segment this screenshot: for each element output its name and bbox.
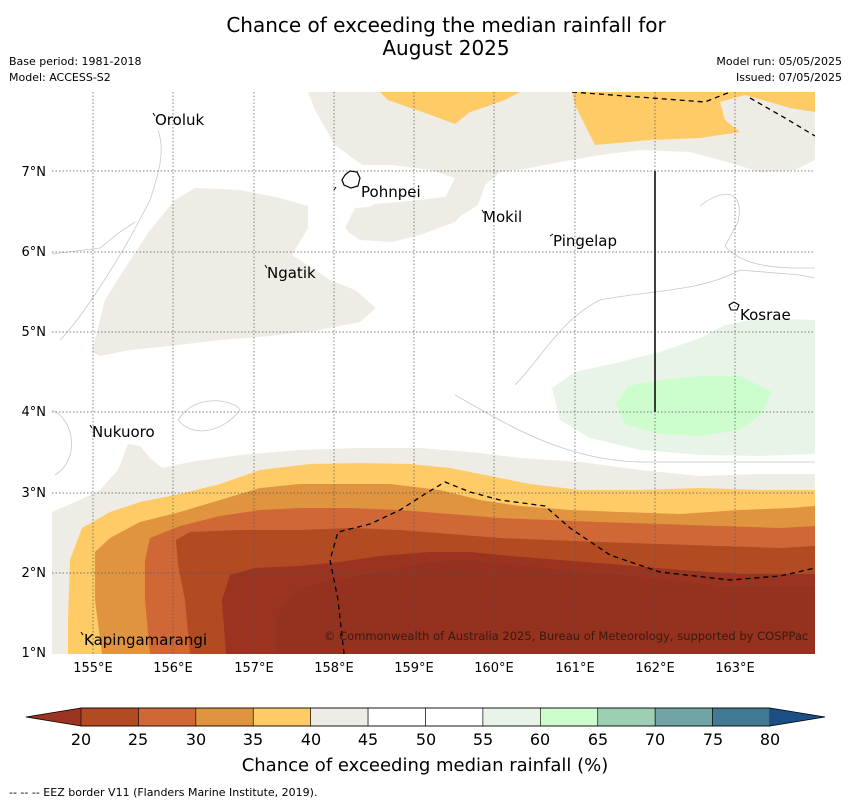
place-label-mokil: Mokil xyxy=(483,208,523,226)
pohnpei-islet-icon xyxy=(333,186,337,191)
colorbar-cell-55 xyxy=(482,707,541,727)
copyright-text: © Commonwealth of Australia 2025, Bureau… xyxy=(324,629,809,643)
y-tick-5n: 5°N xyxy=(21,325,47,340)
colorbar-tick-70: 70 xyxy=(644,730,666,749)
contour-35-40-north xyxy=(380,92,520,124)
y-tick-7n: 7°N xyxy=(21,165,47,180)
x-tick-157e: 157°E xyxy=(234,661,274,676)
x-tick-163e: 163°E xyxy=(715,661,755,676)
colorbar-cell-60 xyxy=(540,707,599,727)
issued-text: Issued: 07/05/2025 xyxy=(735,71,842,84)
place-label-pingelap: Pingelap xyxy=(553,232,618,250)
eez-border xyxy=(329,92,815,654)
y-tick-1n: 1°N xyxy=(21,646,47,661)
graticule xyxy=(52,92,815,654)
colorbar-cell-75 xyxy=(712,707,771,727)
thin-contours xyxy=(52,129,815,476)
y-tick-2n: 2°N xyxy=(21,566,47,581)
colorbar-tick-80: 80 xyxy=(759,730,781,749)
kosrae-island-icon xyxy=(728,301,740,311)
colorbar-cell-50 xyxy=(425,707,484,727)
colorbar-tick-45: 45 xyxy=(357,730,379,749)
place-label-kosrae: Kosrae xyxy=(740,306,791,324)
place-label-nukuoro: Nukuoro xyxy=(92,423,155,441)
colorbar-tick-50: 50 xyxy=(415,730,437,749)
colorbar-cell-65 xyxy=(597,707,656,727)
place-label-kapingamarangi: Kapingamarangi xyxy=(84,631,208,649)
x-tick-160e: 160°E xyxy=(474,661,514,676)
y-tick-4n: 4°N xyxy=(21,405,47,420)
colorbar-cell-35 xyxy=(252,707,311,727)
colorbar-tick-55: 55 xyxy=(472,730,494,749)
title-line-2: August 2025 xyxy=(382,36,510,60)
colorbar-tick-25: 25 xyxy=(127,730,149,749)
y-tick-6n: 6°N xyxy=(21,245,47,260)
colorbar-cell-20 xyxy=(80,707,139,727)
colorbar-tick-60: 60 xyxy=(529,730,551,749)
place-label-pohnpei: Pohnpei xyxy=(361,183,421,201)
contour-40-45-west xyxy=(92,188,376,356)
meta-right: Model run: 05/05/2025 Issued: 07/05/2025 xyxy=(716,54,842,86)
map-title: Chance of exceeding the median rainfall … xyxy=(0,14,850,60)
colorbar-over-arrow xyxy=(770,708,825,726)
colorbar-tick-65: 65 xyxy=(587,730,609,749)
x-tick-158e: 158°E xyxy=(314,661,354,676)
contour-35-40-northeast xyxy=(572,92,815,145)
x-tick-159e: 159°E xyxy=(394,661,434,676)
contour-40-45-pohnpei xyxy=(348,196,470,242)
colorbar-label: Chance of exceeding median rainfall (%) xyxy=(241,755,609,776)
title-line-1: Chance of exceeding the median rainfall … xyxy=(226,13,666,37)
colorbar-cells xyxy=(80,707,771,727)
colorbar-cell-45 xyxy=(367,707,426,727)
eez-footnote: -- -- -- EEZ border V11 (Flanders Marine… xyxy=(9,786,318,799)
colorbar-cell-70 xyxy=(654,707,713,727)
y-tick-3n: 3°N xyxy=(21,486,47,501)
atoll-markers xyxy=(80,112,554,636)
x-tick-161e: 161°E xyxy=(555,661,595,676)
model-run-text: Model run: 05/05/2025 xyxy=(716,55,842,68)
colorbar-cell-40 xyxy=(310,707,369,727)
model-text: Model: ACCESS-S2 xyxy=(9,71,111,84)
colorbar-tick-30: 30 xyxy=(185,730,207,749)
contour-below-20-inner xyxy=(276,560,815,654)
pohnpei-island-icon xyxy=(341,170,361,189)
colorbar xyxy=(25,707,826,727)
colorbar-tick-40: 40 xyxy=(300,730,322,749)
colorbar-cell-25 xyxy=(138,707,197,727)
base-period-text: Base period: 1981-2018 xyxy=(9,55,142,68)
colorbar-outline xyxy=(25,707,826,727)
colorbar-tick-75: 75 xyxy=(702,730,724,749)
x-tick-162e: 162°E xyxy=(635,661,675,676)
x-tick-155e: 155°E xyxy=(73,661,113,676)
map-plot-area xyxy=(52,92,815,654)
meta-left: Base period: 1981-2018 Model: ACCESS-S2 xyxy=(9,54,141,86)
x-tick-156e: 156°E xyxy=(153,661,193,676)
place-label-ngatik: Ngatik xyxy=(267,264,316,282)
colorbar-cell-30 xyxy=(195,707,254,727)
place-label-oroluk: Oroluk xyxy=(155,111,205,129)
colorbar-under-arrow xyxy=(26,708,81,726)
colorbar-tick-20: 20 xyxy=(70,730,92,749)
colorbar-tick-35: 35 xyxy=(242,730,264,749)
